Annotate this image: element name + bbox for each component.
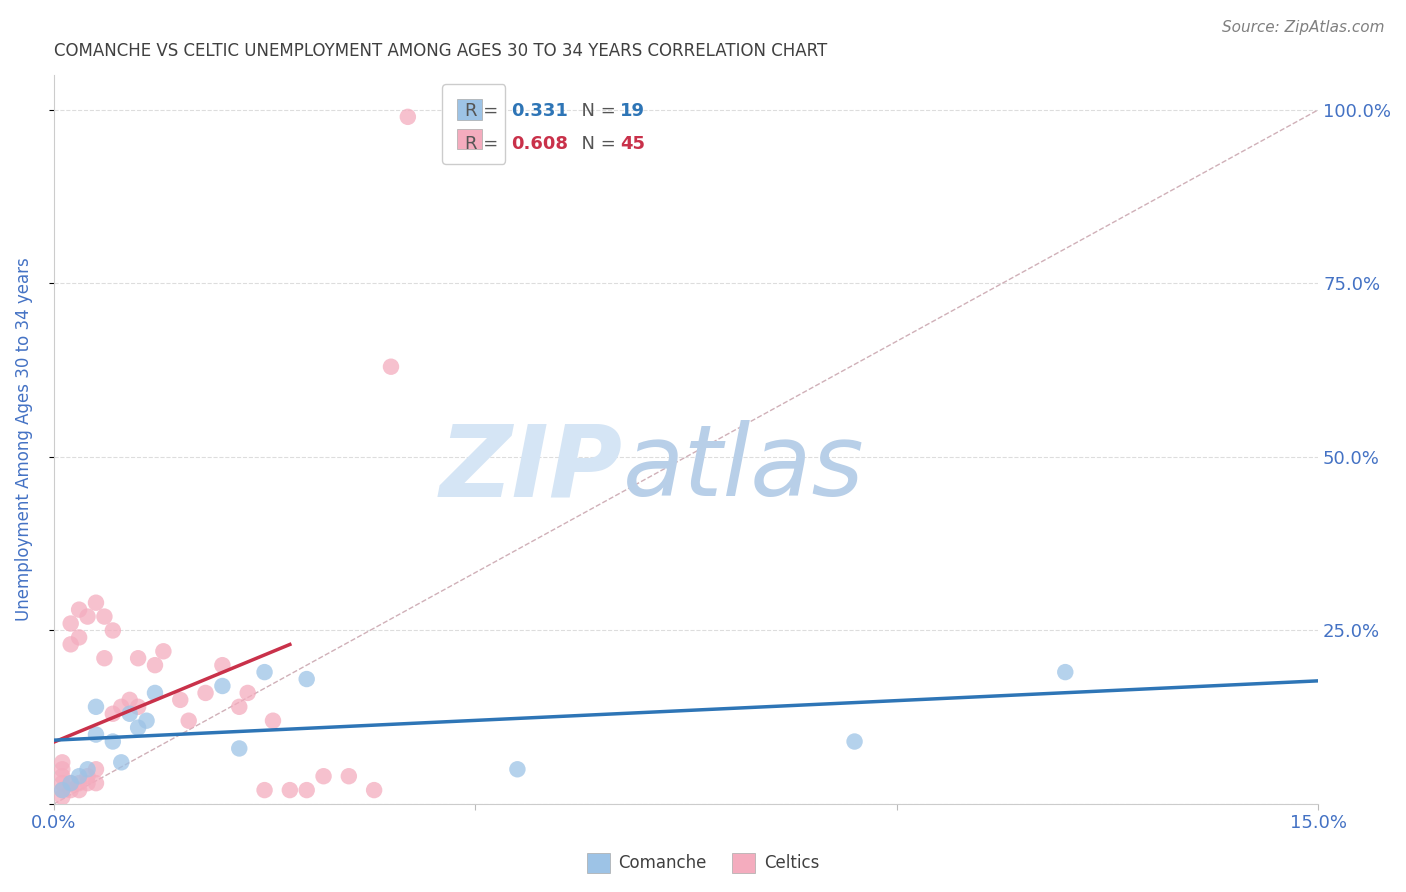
Point bbox=[101, 734, 124, 748]
Text: 0.608: 0.608 bbox=[512, 135, 568, 153]
Point bbox=[84, 776, 107, 790]
Point bbox=[844, 734, 866, 748]
Text: 0.331: 0.331 bbox=[512, 103, 568, 120]
Point bbox=[101, 624, 124, 638]
Point bbox=[253, 665, 276, 679]
Point bbox=[51, 756, 73, 770]
Text: atlas: atlas bbox=[623, 420, 865, 517]
Point bbox=[59, 776, 82, 790]
Legend: , : , bbox=[441, 84, 505, 164]
Point bbox=[1054, 665, 1077, 679]
Point bbox=[211, 658, 233, 673]
Point bbox=[51, 790, 73, 805]
Point bbox=[59, 637, 82, 651]
Point bbox=[211, 679, 233, 693]
Point bbox=[84, 762, 107, 776]
Point bbox=[59, 776, 82, 790]
Point bbox=[67, 776, 90, 790]
Point bbox=[110, 756, 132, 770]
Point bbox=[194, 686, 217, 700]
Point bbox=[51, 783, 73, 797]
Point bbox=[51, 783, 73, 797]
Point bbox=[228, 699, 250, 714]
Point bbox=[506, 762, 529, 776]
Point bbox=[84, 699, 107, 714]
Point bbox=[295, 672, 318, 686]
Text: N =: N = bbox=[569, 135, 621, 153]
Point bbox=[143, 686, 166, 700]
Point bbox=[101, 706, 124, 721]
Point bbox=[93, 609, 115, 624]
Point bbox=[67, 631, 90, 645]
Text: N =: N = bbox=[569, 103, 621, 120]
Point bbox=[110, 699, 132, 714]
Point bbox=[396, 110, 419, 124]
Point bbox=[380, 359, 402, 374]
Point bbox=[295, 783, 318, 797]
Text: R =: R = bbox=[465, 135, 509, 153]
Point bbox=[262, 714, 284, 728]
Point bbox=[278, 783, 301, 797]
Text: Source: ZipAtlas.com: Source: ZipAtlas.com bbox=[1222, 20, 1385, 35]
Point bbox=[127, 699, 149, 714]
Point bbox=[253, 783, 276, 797]
Point bbox=[51, 769, 73, 783]
Text: R =: R = bbox=[465, 103, 509, 120]
Text: 45: 45 bbox=[620, 135, 645, 153]
Point bbox=[312, 769, 335, 783]
Point bbox=[51, 776, 73, 790]
Point bbox=[363, 783, 385, 797]
Point bbox=[177, 714, 200, 728]
Point bbox=[76, 776, 98, 790]
Point bbox=[118, 706, 141, 721]
Point bbox=[76, 769, 98, 783]
Text: 19: 19 bbox=[620, 103, 645, 120]
Point bbox=[51, 762, 73, 776]
Text: COMANCHE VS CELTIC UNEMPLOYMENT AMONG AGES 30 TO 34 YEARS CORRELATION CHART: COMANCHE VS CELTIC UNEMPLOYMENT AMONG AG… bbox=[53, 42, 827, 60]
Point bbox=[337, 769, 360, 783]
Point bbox=[127, 721, 149, 735]
Point bbox=[93, 651, 115, 665]
Point bbox=[84, 728, 107, 742]
Point bbox=[143, 658, 166, 673]
Point bbox=[118, 693, 141, 707]
Point bbox=[84, 596, 107, 610]
Text: ZIP: ZIP bbox=[440, 420, 623, 517]
Y-axis label: Unemployment Among Ages 30 to 34 years: Unemployment Among Ages 30 to 34 years bbox=[15, 258, 32, 622]
Point bbox=[67, 783, 90, 797]
Point bbox=[152, 644, 174, 658]
Point bbox=[127, 651, 149, 665]
Point bbox=[228, 741, 250, 756]
Point bbox=[169, 693, 191, 707]
Point bbox=[67, 769, 90, 783]
Point bbox=[76, 609, 98, 624]
Point bbox=[67, 602, 90, 616]
Point bbox=[76, 762, 98, 776]
Point bbox=[236, 686, 259, 700]
Point bbox=[59, 616, 82, 631]
Point bbox=[59, 783, 82, 797]
Point bbox=[135, 714, 157, 728]
Legend: Comanche, Celtics: Comanche, Celtics bbox=[581, 847, 825, 880]
